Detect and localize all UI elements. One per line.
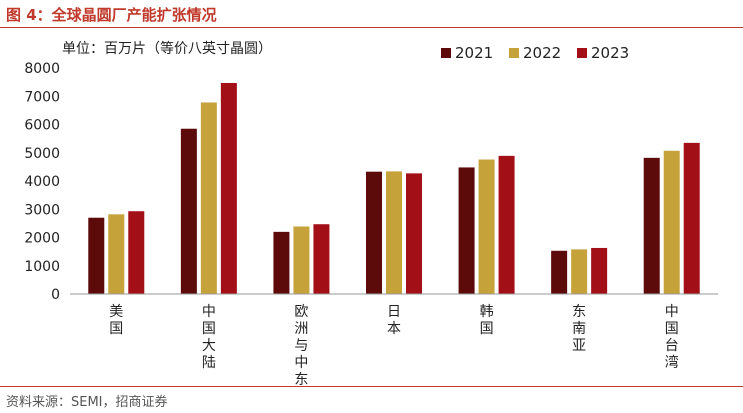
legend-swatch-2023 bbox=[577, 48, 587, 58]
bar-2022-6 bbox=[663, 150, 680, 294]
bar-2023-5 bbox=[591, 247, 608, 294]
legend-label: 2022 bbox=[523, 44, 561, 62]
bar-2023-0 bbox=[128, 211, 145, 294]
bar-2021-2 bbox=[273, 231, 290, 294]
bar-2022-4 bbox=[478, 159, 495, 294]
bar-2022-1 bbox=[200, 102, 217, 294]
bar-chart: 单位：百万片（等价八英寸晶圆） 2021 2022 2023 0 1000 2000 30… bbox=[24, 40, 718, 386]
y-tick-label: 5000 bbox=[24, 146, 60, 162]
bar-2023-4 bbox=[498, 155, 515, 294]
bar-2022-0 bbox=[108, 214, 125, 294]
bar-2022-2 bbox=[293, 226, 310, 294]
legend-swatch-2021 bbox=[441, 48, 451, 58]
bar-2023-1 bbox=[220, 82, 237, 294]
source-note: 资料来源：SEMI，招商证券 bbox=[6, 395, 168, 410]
legend-label: 2023 bbox=[591, 44, 629, 62]
y-tick-label: 4000 bbox=[24, 174, 60, 190]
x-tick-label: 日本 bbox=[387, 304, 401, 337]
unit-label: 单位：百万片（等价八英寸晶圆） bbox=[62, 40, 272, 57]
bar-2022-3 bbox=[386, 171, 402, 294]
y-tick-label: 7000 bbox=[24, 89, 60, 105]
legend-label: 2021 bbox=[455, 44, 493, 62]
x-tick-label: 美国 bbox=[109, 304, 123, 337]
y-tick-label: 1000 bbox=[24, 259, 60, 275]
figure-title: 图 4：全球晶圆厂产能扩张情况 bbox=[6, 6, 217, 24]
x-tick-label: 中国大陆 bbox=[202, 304, 216, 371]
legend: 2021 2022 2023 bbox=[441, 44, 629, 62]
y-tick-label: 2000 bbox=[24, 231, 60, 247]
bars bbox=[88, 82, 700, 294]
bar-2021-5 bbox=[551, 250, 568, 294]
legend-swatch-2022 bbox=[509, 48, 519, 58]
y-tick-label: 6000 bbox=[24, 118, 60, 134]
bar-2023-6 bbox=[683, 142, 700, 294]
bar-2021-0 bbox=[88, 217, 105, 294]
bar-2023-3 bbox=[406, 173, 422, 294]
title-rule bbox=[0, 27, 743, 28]
y-tick-label: 3000 bbox=[24, 202, 60, 218]
bar-2023-2 bbox=[313, 224, 330, 294]
bar-2021-4 bbox=[458, 167, 475, 294]
bar-2022-5 bbox=[571, 249, 588, 294]
bar-2021-3 bbox=[366, 171, 382, 294]
x-tick-label: 欧洲与中东 bbox=[294, 304, 308, 386]
x-tick-label: 韩国 bbox=[480, 304, 494, 337]
y-tick-label: 8000 bbox=[24, 61, 60, 77]
bar-2021-6 bbox=[643, 157, 660, 294]
x-axis: 美国 中国大陆 欧洲与中东 日本 韩国 东南亚 中国台湾 bbox=[70, 293, 718, 386]
bar-2021-1 bbox=[180, 128, 197, 294]
x-tick-label: 中国台湾 bbox=[665, 304, 679, 371]
x-tick-label: 东南亚 bbox=[572, 304, 586, 354]
y-tick-label: 0 bbox=[51, 287, 60, 303]
source-rule bbox=[0, 386, 743, 387]
y-axis: 0 1000 2000 3000 4000 5000 6000 7000 8000 bbox=[24, 61, 60, 303]
